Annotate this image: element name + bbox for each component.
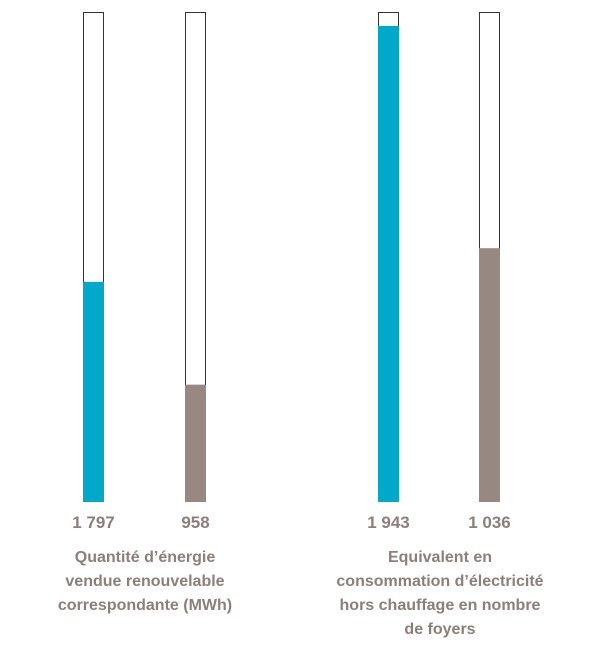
- value-label: 1 943: [367, 513, 410, 532]
- chart-title: Equivalent en consommation d’électricité…: [336, 549, 544, 638]
- value-label: 1 036: [468, 513, 511, 532]
- chart-title: Quantité d’énergie vendue renouvelable c…: [57, 549, 233, 614]
- bar: [479, 248, 500, 502]
- bar: [378, 25, 399, 503]
- value-label: 1 797: [72, 513, 115, 532]
- value-label: 958: [181, 513, 209, 532]
- bar: [83, 281, 104, 502]
- bar: [185, 384, 206, 502]
